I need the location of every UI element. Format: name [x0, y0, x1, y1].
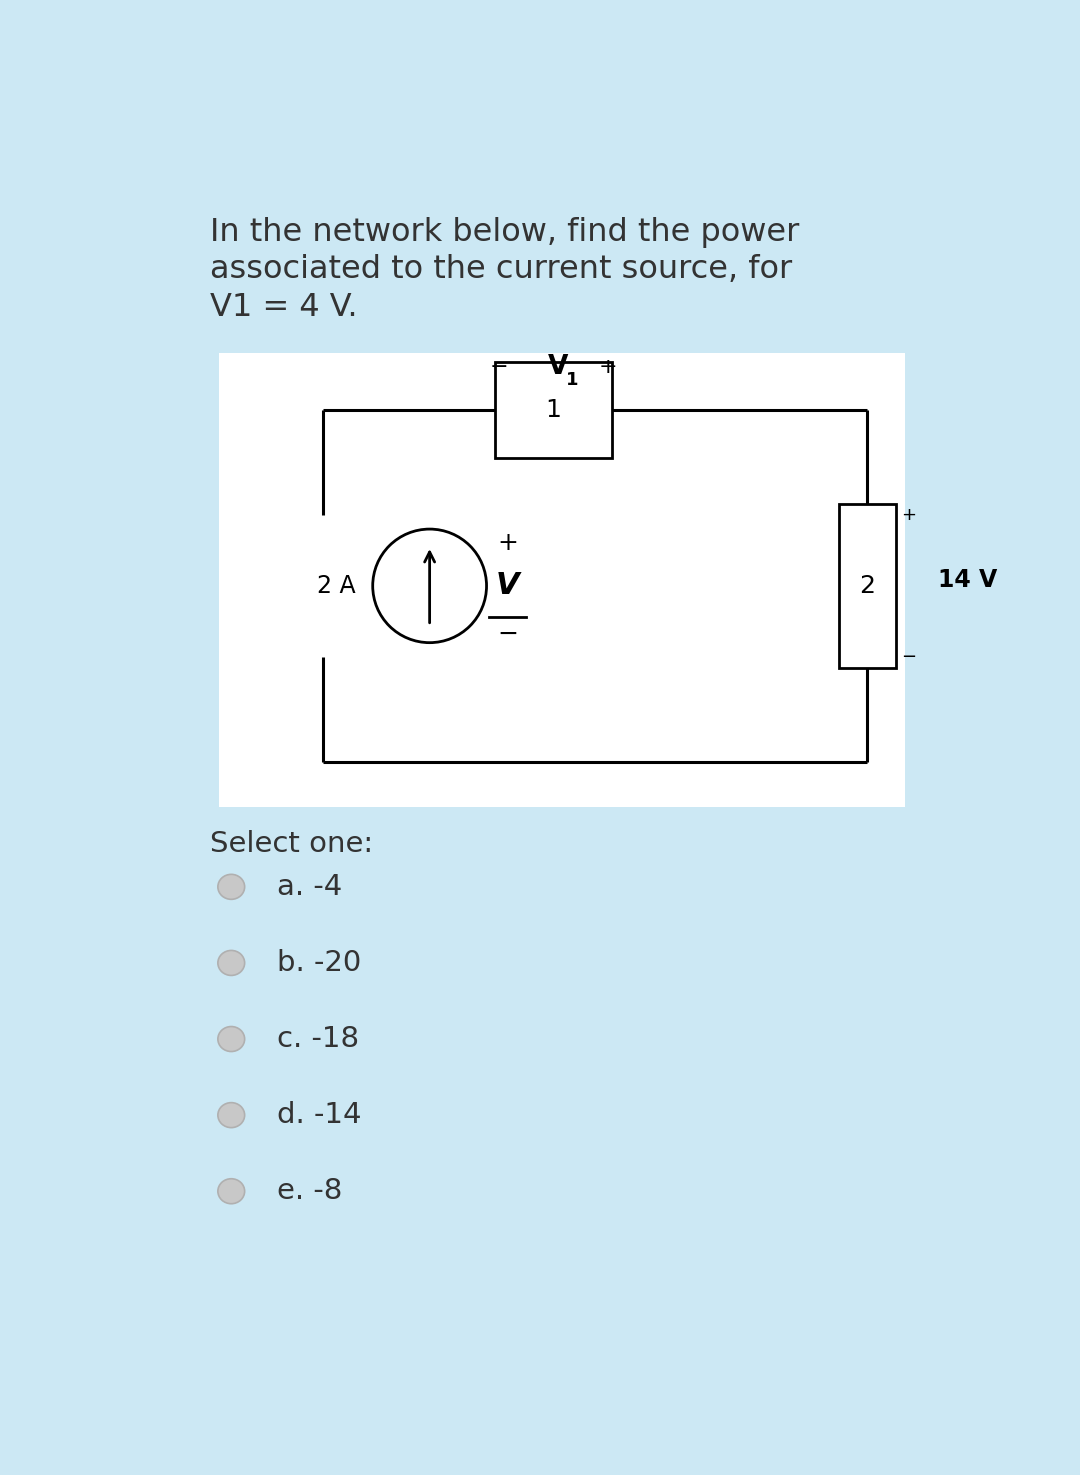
Ellipse shape: [218, 1103, 245, 1127]
Text: a. -4: a. -4: [278, 873, 342, 901]
Text: +: +: [598, 357, 617, 376]
Text: −: −: [490, 357, 509, 376]
Ellipse shape: [373, 530, 486, 643]
Text: e. -8: e. -8: [278, 1177, 342, 1205]
Text: −: −: [901, 648, 916, 665]
Text: c. -18: c. -18: [278, 1025, 360, 1053]
Text: d. -14: d. -14: [278, 1102, 362, 1130]
Text: In the network below, find the power: In the network below, find the power: [211, 217, 799, 248]
Text: 2 A: 2 A: [318, 574, 356, 597]
Text: 1: 1: [566, 372, 578, 389]
Text: 1: 1: [545, 398, 562, 422]
Text: V1 = 4 V.: V1 = 4 V.: [211, 292, 357, 323]
Bar: [495, 361, 612, 459]
Text: associated to the current source, for: associated to the current source, for: [211, 254, 793, 285]
Text: Select one:: Select one:: [211, 830, 374, 858]
Text: V: V: [548, 354, 568, 379]
Ellipse shape: [218, 950, 245, 975]
Text: +: +: [497, 531, 518, 555]
Text: 14 V: 14 V: [937, 568, 997, 591]
Text: V: V: [496, 571, 519, 600]
Text: b. -20: b. -20: [278, 948, 362, 976]
Text: +: +: [901, 506, 916, 524]
Text: 2: 2: [860, 574, 876, 597]
Bar: [218, 353, 905, 807]
Text: −: −: [497, 622, 518, 646]
Ellipse shape: [218, 1027, 245, 1052]
Bar: [839, 503, 895, 668]
Ellipse shape: [218, 1179, 245, 1204]
Ellipse shape: [218, 875, 245, 900]
